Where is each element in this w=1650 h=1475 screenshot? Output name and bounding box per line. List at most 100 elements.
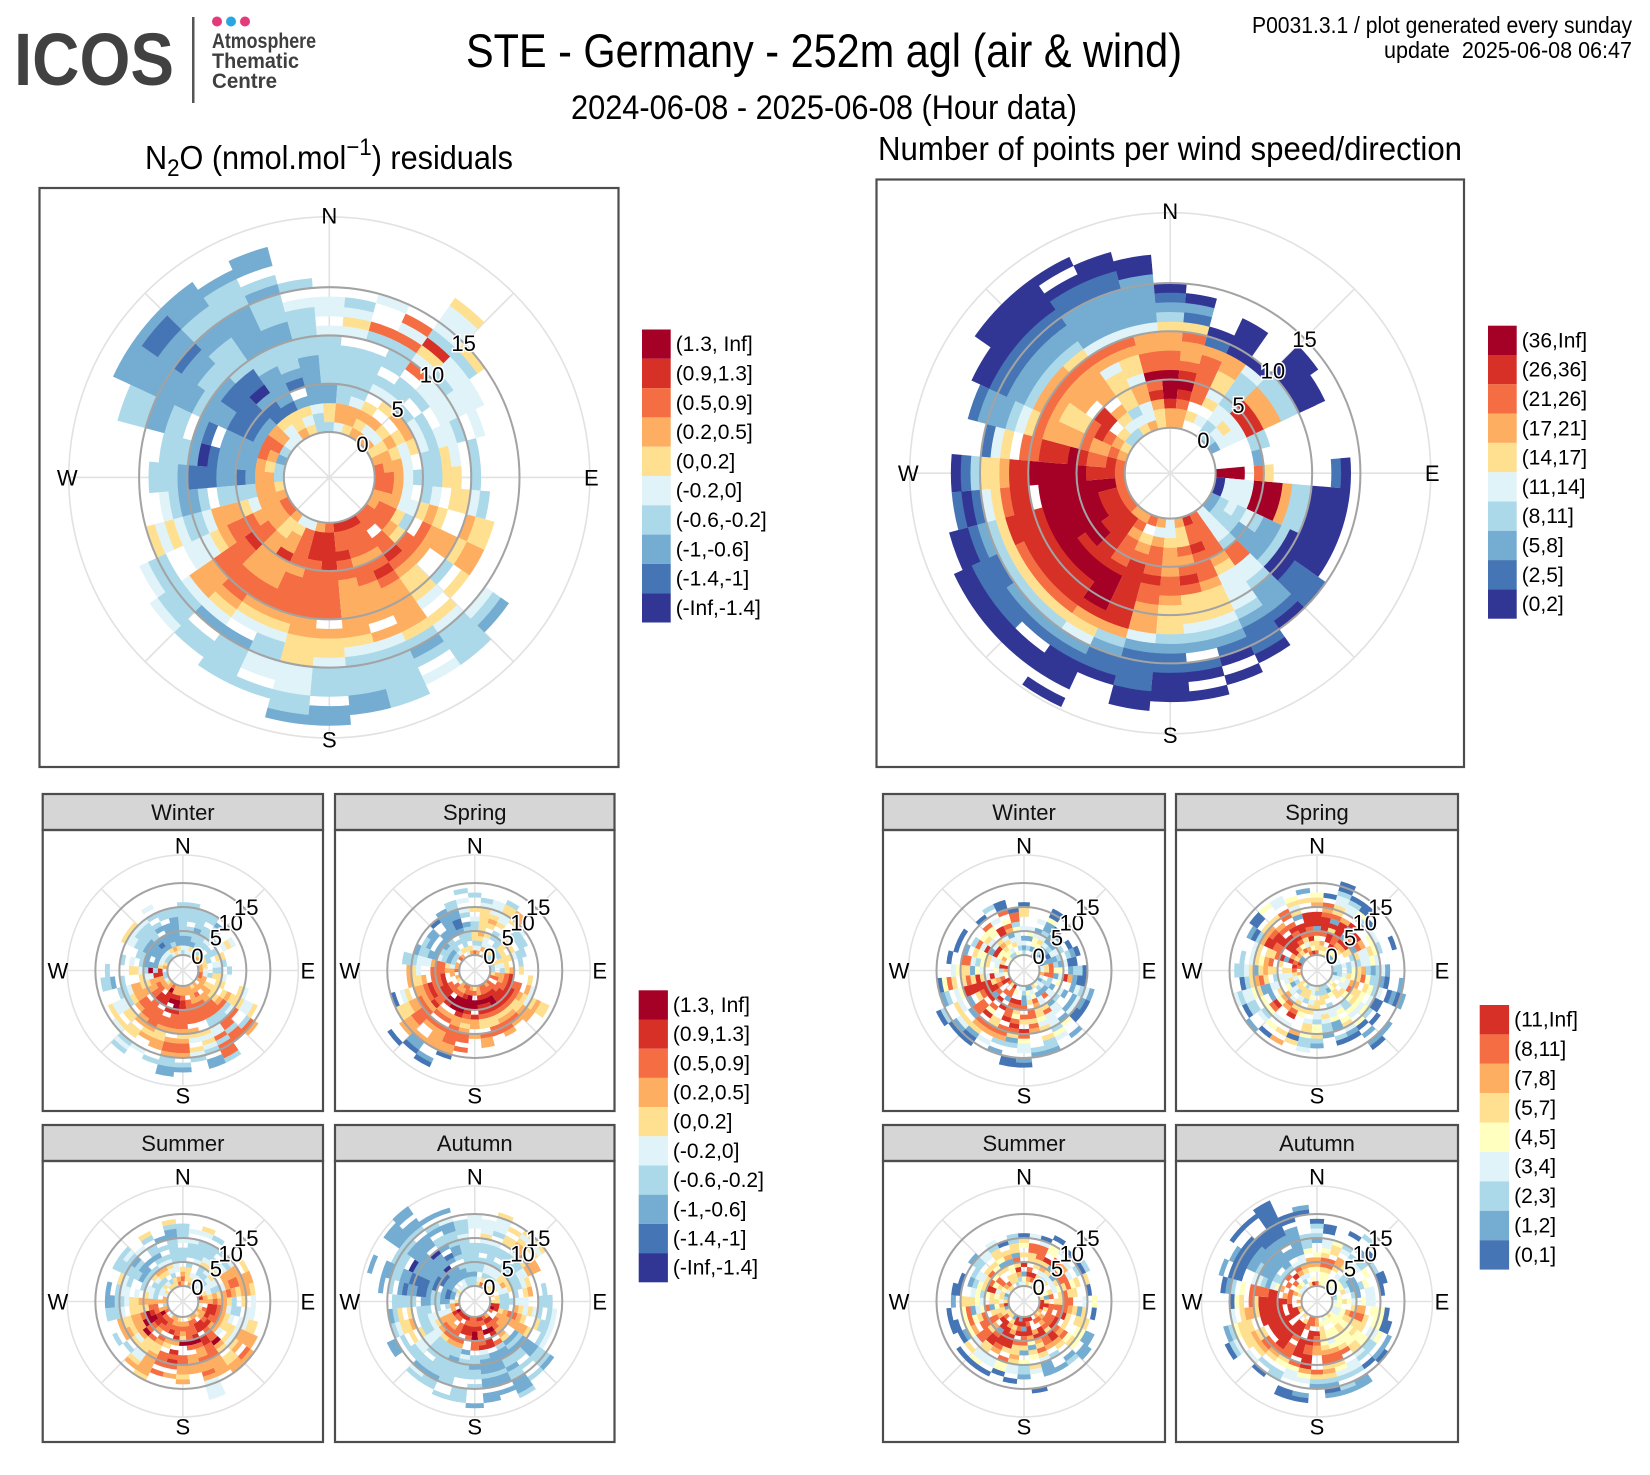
svg-text:Summer: Summer [141, 1131, 224, 1156]
svg-text:N: N [1016, 834, 1032, 859]
svg-text:(-1.4,-1]: (-1.4,-1] [673, 1228, 747, 1251]
svg-text:Number of points per wind spee: Number of points per wind speed/directio… [878, 130, 1462, 167]
svg-text:15: 15 [526, 895, 550, 920]
svg-text:15: 15 [1368, 1226, 1392, 1251]
svg-text:10: 10 [510, 1242, 534, 1267]
svg-text:(-1.4,-1]: (-1.4,-1] [676, 568, 750, 591]
svg-text:E: E [1425, 461, 1440, 486]
svg-text:(7,8]: (7,8] [1514, 1068, 1556, 1091]
svg-text:S: S [1310, 1415, 1325, 1440]
svg-text:(36,Inf]: (36,Inf] [1522, 329, 1587, 352]
svg-text:15: 15 [1075, 1226, 1099, 1251]
svg-text:(0.2,0.5]: (0.2,0.5] [676, 421, 753, 444]
svg-text:N: N [467, 834, 483, 859]
svg-text:Spring: Spring [443, 800, 507, 825]
svg-text:E: E [1142, 959, 1157, 984]
svg-text:(-Inf,-1.4]: (-Inf,-1.4] [673, 1257, 758, 1280]
svg-text:0: 0 [483, 1275, 495, 1300]
svg-text:5: 5 [1232, 393, 1244, 418]
svg-text:Autumn: Autumn [437, 1131, 513, 1156]
svg-text:S: S [176, 1415, 191, 1440]
svg-text:W: W [57, 465, 78, 490]
svg-text:10: 10 [1261, 358, 1285, 383]
svg-text:W: W [47, 1290, 68, 1315]
svg-text:0: 0 [191, 944, 203, 969]
svg-text:15: 15 [1075, 895, 1099, 920]
svg-text:(11,Inf]: (11,Inf] [1514, 1009, 1578, 1032]
svg-text:(11,14]: (11,14] [1522, 476, 1586, 499]
svg-text:0: 0 [1197, 428, 1209, 453]
svg-text:N: N [1309, 1165, 1325, 1190]
svg-text:W: W [1182, 959, 1203, 984]
svg-text:0: 0 [1325, 1275, 1337, 1300]
svg-text:W: W [1182, 1290, 1203, 1315]
svg-text:E: E [584, 465, 599, 490]
svg-text:E: E [301, 1290, 316, 1315]
svg-text:(1,2]: (1,2] [1514, 1215, 1556, 1238]
svg-text:0: 0 [191, 1275, 203, 1300]
svg-text:(0,0.2]: (0,0.2] [676, 450, 736, 473]
svg-text:S: S [1017, 1084, 1032, 1109]
svg-text:N: N [175, 834, 191, 859]
svg-text:Spring: Spring [1285, 800, 1349, 825]
svg-text:E: E [1142, 1290, 1157, 1315]
svg-text:N: N [1162, 199, 1178, 224]
svg-text:10: 10 [1060, 1242, 1084, 1267]
svg-text:(17,21]: (17,21] [1522, 417, 1587, 440]
svg-text:(-0.2,0]: (-0.2,0] [673, 1140, 740, 1163]
svg-text:10: 10 [510, 911, 534, 936]
svg-text:(5,7]: (5,7] [1514, 1097, 1556, 1120]
svg-text:(5,8]: (5,8] [1522, 534, 1564, 557]
svg-text:W: W [339, 959, 360, 984]
svg-text:(0.5,0.9]: (0.5,0.9] [673, 1052, 750, 1075]
svg-text:E: E [301, 959, 316, 984]
svg-text:S: S [1163, 723, 1178, 748]
svg-text:N2O (nmol.mol−1) residuals: N2O (nmol.mol−1) residuals [145, 134, 513, 182]
svg-text:10: 10 [420, 363, 444, 388]
svg-text:5: 5 [1344, 1256, 1356, 1281]
svg-text:(26,36]: (26,36] [1522, 359, 1587, 382]
svg-text:(4,5]: (4,5] [1514, 1126, 1556, 1149]
svg-text:10: 10 [1353, 1242, 1377, 1267]
svg-text:E: E [592, 1290, 607, 1315]
svg-text:Atmosphere: Atmosphere [212, 30, 316, 53]
svg-text:(0.5,0.9]: (0.5,0.9] [676, 392, 753, 415]
svg-text:Winter: Winter [151, 800, 215, 825]
svg-text:15: 15 [526, 1226, 550, 1251]
svg-text:P0031.3.1 / plot generated eve: P0031.3.1 / plot generated every sunday [1252, 12, 1632, 38]
svg-text:N: N [467, 1165, 483, 1190]
svg-text:W: W [47, 959, 68, 984]
svg-text:15: 15 [1368, 895, 1392, 920]
svg-text:(-Inf,-1.4]: (-Inf,-1.4] [676, 597, 761, 620]
svg-text:10: 10 [1060, 911, 1084, 936]
svg-text:W: W [898, 461, 919, 486]
svg-text:10: 10 [218, 911, 242, 936]
svg-text:Winter: Winter [992, 800, 1056, 825]
svg-text:Summer: Summer [982, 1131, 1065, 1156]
svg-text:(-0.6,-0.2]: (-0.6,-0.2] [673, 1169, 764, 1192]
svg-text:update 2025-06-08 06:47: update 2025-06-08 06:47 [1384, 37, 1632, 63]
svg-text:(-1,-0.6]: (-1,-0.6] [673, 1198, 747, 1221]
svg-text:E: E [1435, 1290, 1450, 1315]
svg-text:N: N [175, 1165, 191, 1190]
svg-text:15: 15 [234, 895, 258, 920]
svg-text:W: W [889, 1290, 910, 1315]
svg-text:E: E [592, 959, 607, 984]
svg-text:(3,4]: (3,4] [1514, 1156, 1556, 1179]
svg-text:5: 5 [1051, 1256, 1063, 1281]
svg-text:5: 5 [1344, 925, 1356, 950]
svg-text:(0,1]: (0,1] [1514, 1244, 1556, 1267]
svg-text:W: W [889, 959, 910, 984]
svg-text:(21,26]: (21,26] [1522, 388, 1587, 411]
svg-text:ICOS: ICOS [14, 18, 174, 101]
svg-text:S: S [467, 1084, 482, 1109]
svg-text:5: 5 [210, 1256, 222, 1281]
svg-text:(0,0.2]: (0,0.2] [673, 1111, 733, 1134]
svg-text:Autumn: Autumn [1279, 1131, 1355, 1156]
svg-text:5: 5 [502, 1256, 514, 1281]
svg-text:(1.3, Inf]: (1.3, Inf] [673, 994, 750, 1017]
svg-text:5: 5 [210, 925, 222, 950]
svg-text:STE - Germany - 252m agl (air: STE - Germany - 252m agl (air & wind) [466, 24, 1182, 77]
svg-text:(1.3, Inf]: (1.3, Inf] [676, 333, 753, 356]
svg-text:(0.9,1.3]: (0.9,1.3] [676, 362, 753, 385]
